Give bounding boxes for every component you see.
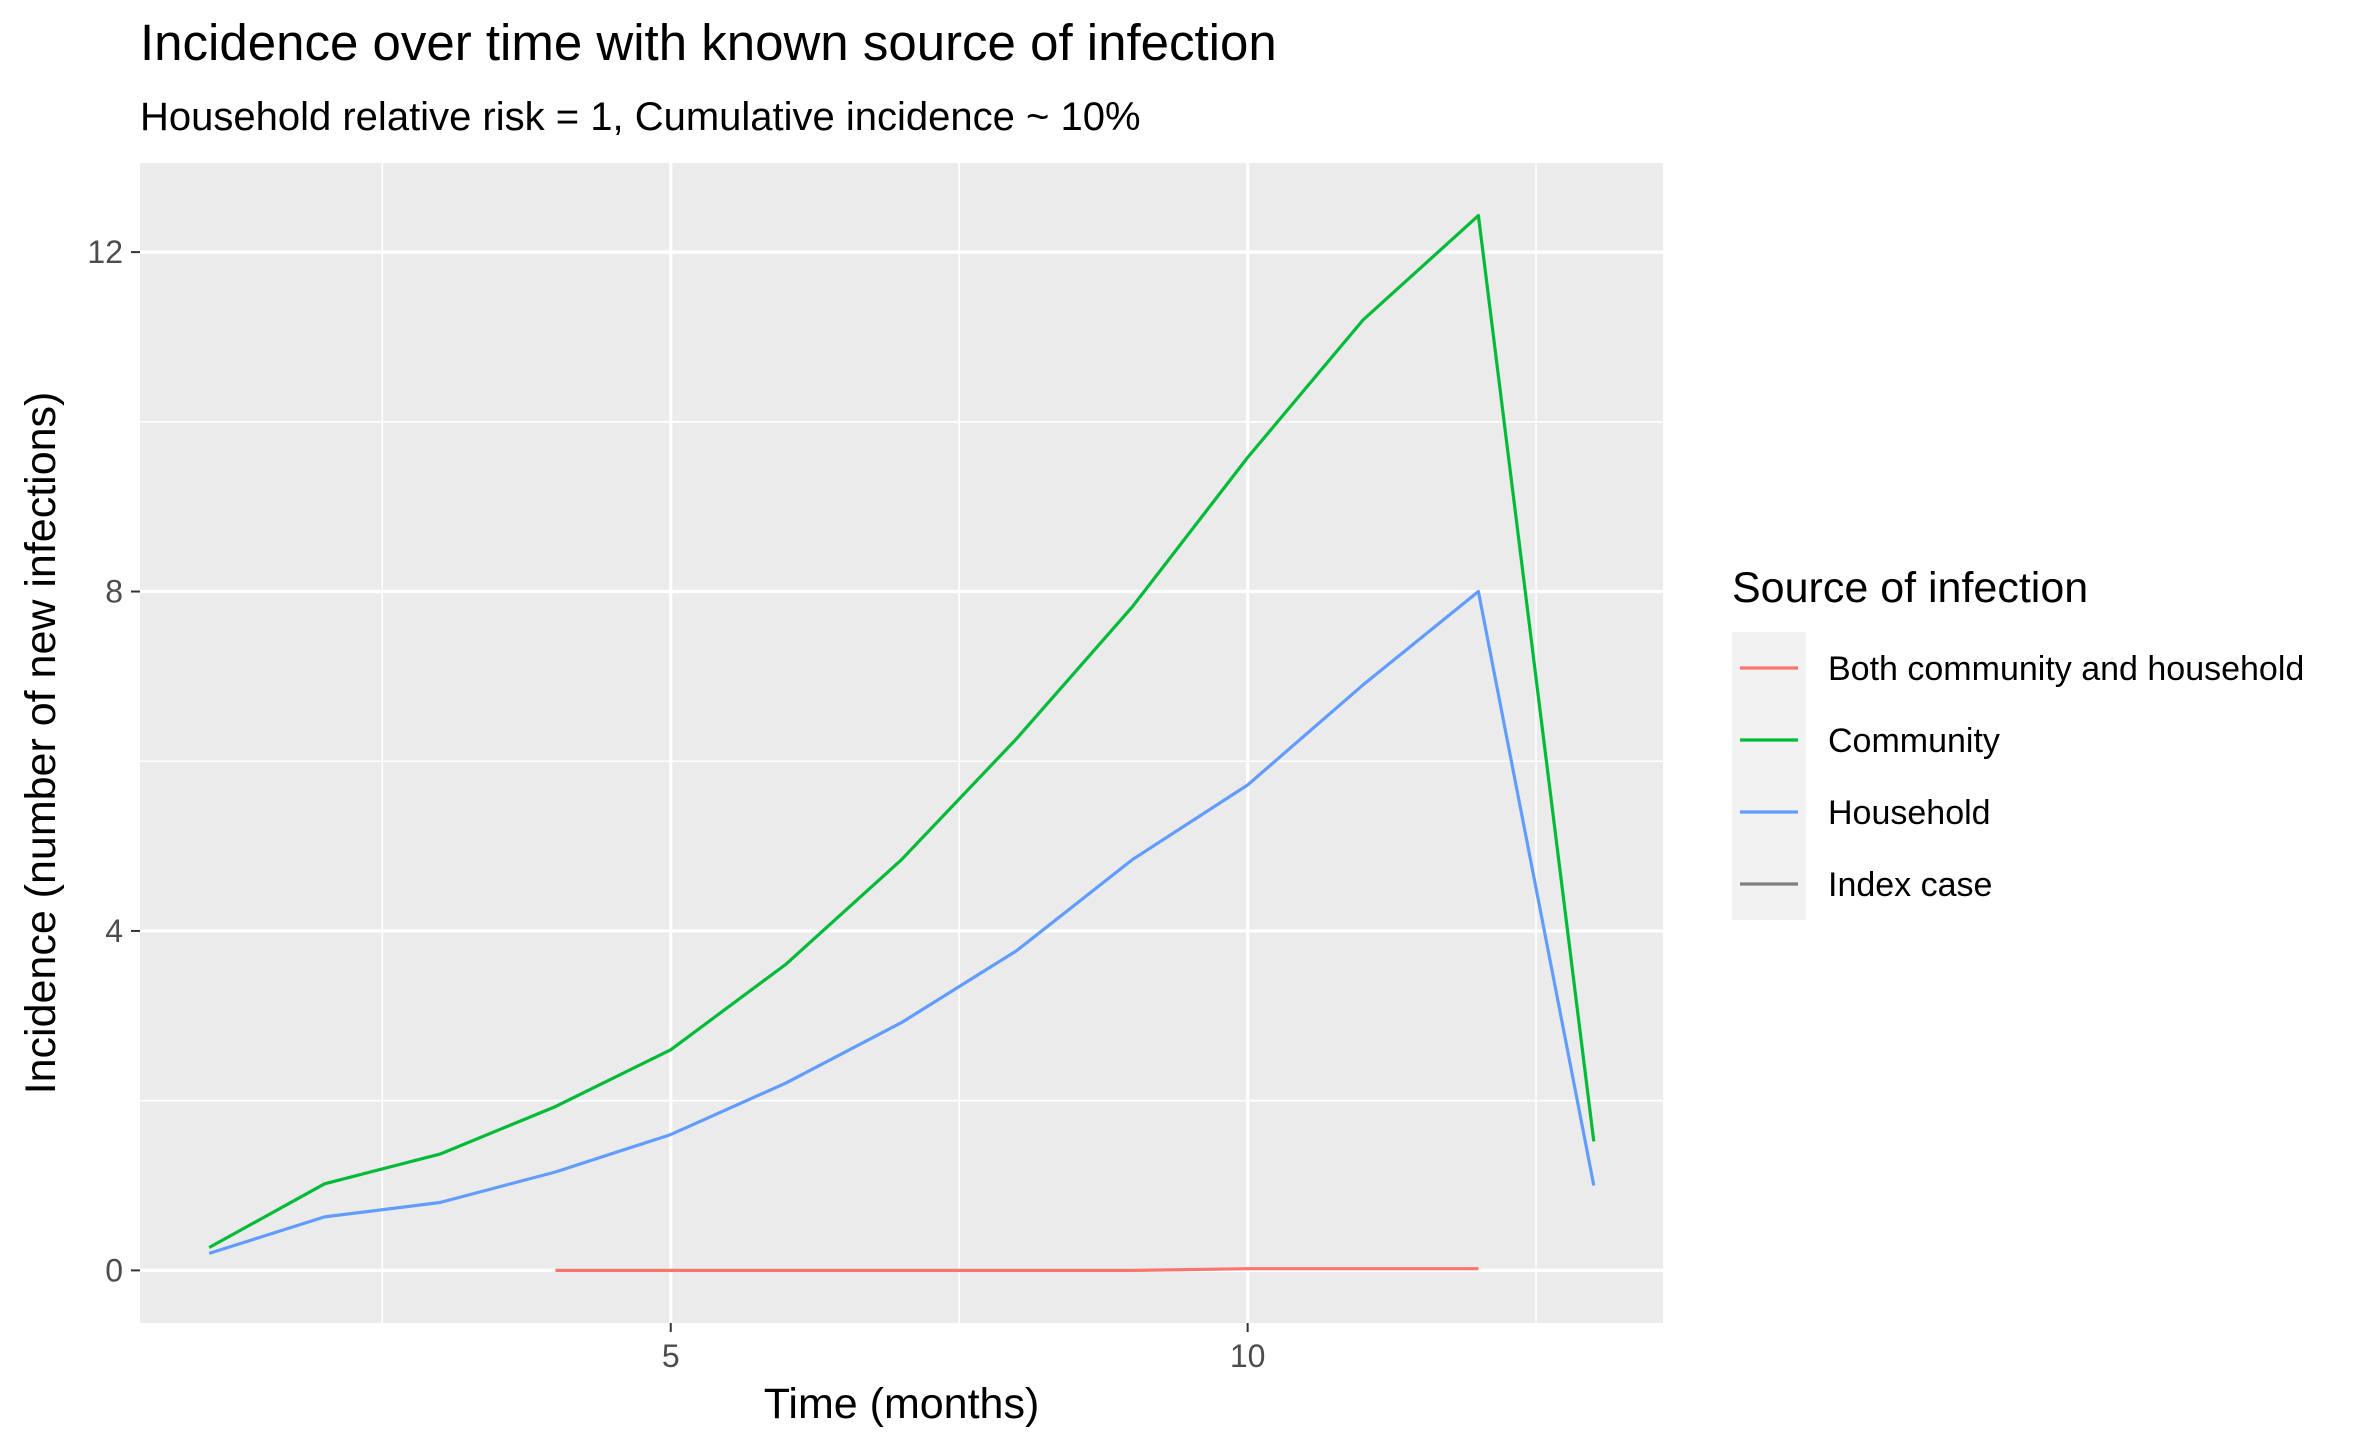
y-tick-label: 4 (105, 913, 123, 949)
y-axis-title: Incidence (number of new infections) (17, 392, 65, 1095)
x-axis-title: Time (months) (764, 1380, 1040, 1428)
x-tick-label: 10 (1230, 1338, 1266, 1374)
grid-lines (140, 163, 1663, 1323)
legend-title: Source of infection (1732, 564, 2088, 612)
series-line-community (208, 214, 1596, 1249)
x-tick-label: 5 (662, 1338, 680, 1374)
legend-label: Household (1828, 794, 1991, 832)
legend-label: Both community and household (1828, 650, 2304, 688)
series-lines (208, 214, 1596, 1273)
legend-label: Community (1828, 722, 2000, 760)
y-tick-label: 12 (87, 234, 123, 270)
legend-label: Index case (1828, 866, 1992, 904)
plot-panel (140, 163, 1663, 1323)
y-tick-label: 0 (105, 1252, 123, 1288)
chart-title: Incidence over time with known source of… (140, 14, 1277, 71)
chart-subtitle: Household relative risk = 1, Cumulative … (140, 95, 1141, 139)
axes: 0 4 8 12 5 10 (87, 234, 1265, 1374)
legend: Source of infection Both community and h… (1732, 564, 2304, 920)
series-line-household (208, 589, 1596, 1255)
series-line-both-community-and-household (555, 1267, 1479, 1273)
y-tick-label: 8 (105, 574, 123, 610)
